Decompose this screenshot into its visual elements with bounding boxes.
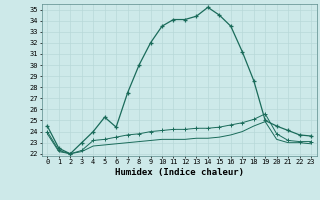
X-axis label: Humidex (Indice chaleur): Humidex (Indice chaleur): [115, 168, 244, 177]
